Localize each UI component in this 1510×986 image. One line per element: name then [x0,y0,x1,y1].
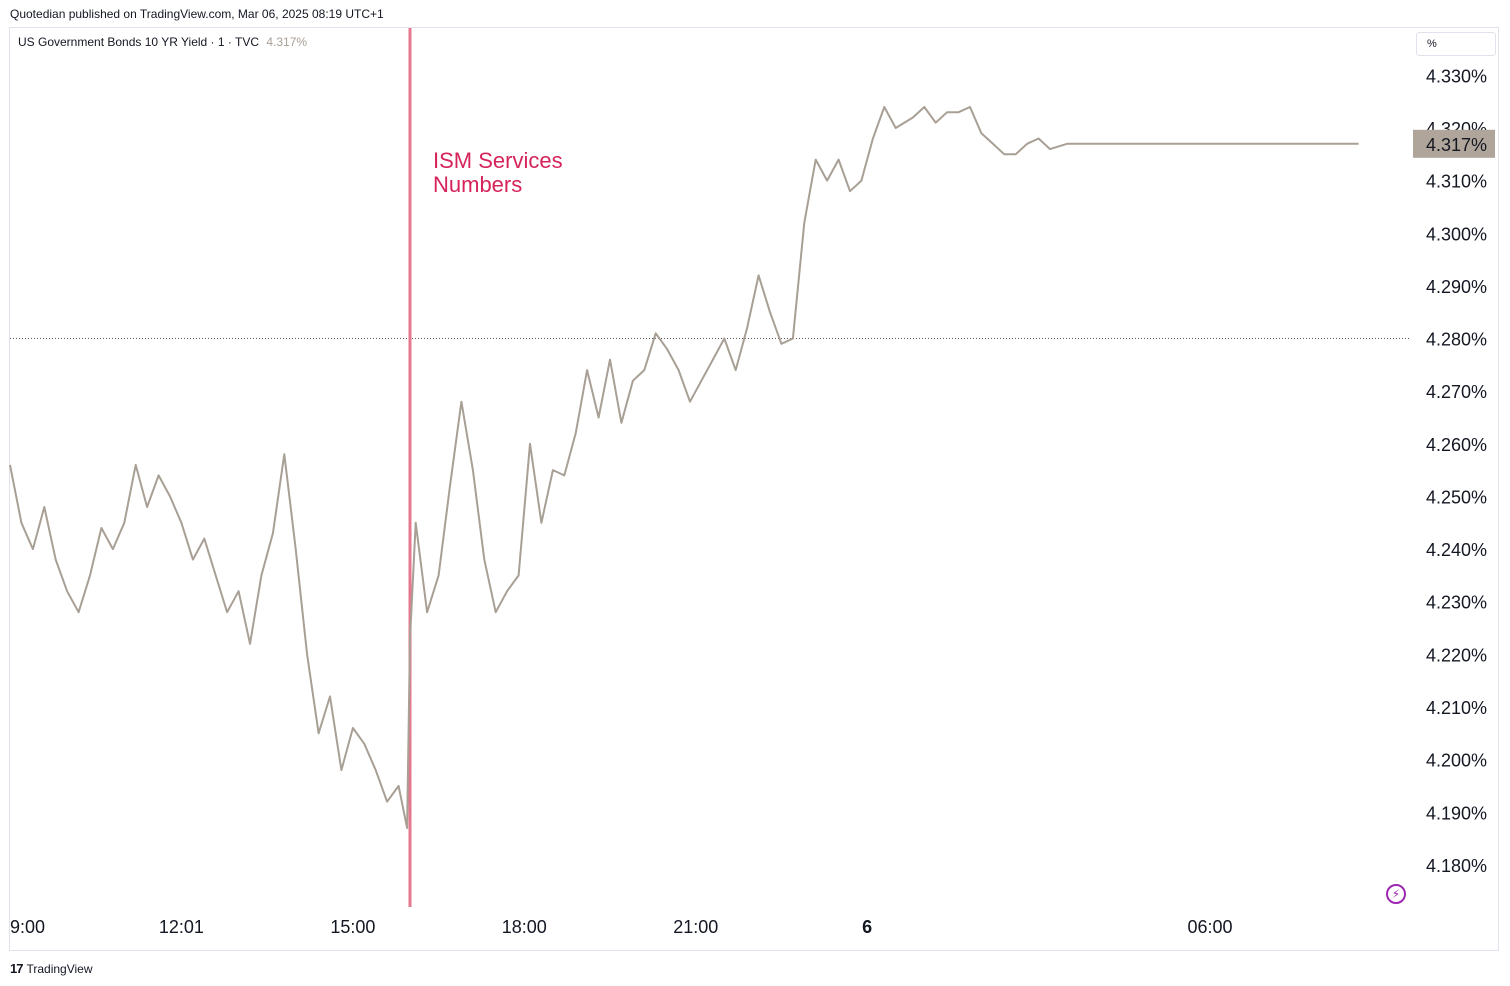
x-tick-label: 18:00 [502,917,547,937]
symbol-name: US Government Bonds 10 YR Yield · 1 · TV… [18,35,260,49]
published-caption: Quotedian published on TradingView.com, … [10,7,384,21]
x-tick-label: 06:00 [1187,917,1232,937]
y-tick-label: 4.220% [1426,645,1487,665]
y-tick-label: 4.230% [1426,593,1487,613]
x-tick-label: 12:01 [159,917,204,937]
flash-icon[interactable]: ⚡ [1386,884,1406,904]
last-price-tag [1413,129,1495,158]
x-tick-label: 6 [862,917,872,937]
y-tick-label: 4.240% [1426,540,1487,560]
annotation-text: Numbers [433,172,522,197]
y-tick-label: 4.330% [1426,66,1487,86]
symbol-legend[interactable]: US Government Bonds 10 YR Yield · 1 · TV… [18,35,307,49]
last-price-label: 4.317% [1426,135,1487,155]
x-tick-label: 15:00 [330,917,375,937]
y-tick-label: 4.300% [1426,224,1487,244]
annotation-text: ISM Services [433,148,563,173]
chart-frame [9,27,1499,951]
unit-selector[interactable]: % [1416,32,1496,56]
brand-name: TradingView [26,961,93,976]
y-tick-label: 4.280% [1426,330,1487,350]
x-tick-label: 21:00 [673,917,718,937]
symbol-last-value: 4.317% [266,35,308,49]
tradingview-logo-icon: 17 [10,961,24,976]
y-tick-label: 4.310% [1426,172,1487,192]
footer-brand[interactable]: 17 TradingView [10,961,93,976]
y-tick-label: 4.210% [1426,698,1487,718]
y-tick-label: 4.190% [1426,803,1487,823]
y-tick-label: 4.250% [1426,487,1487,507]
y-tick-label: 4.290% [1426,277,1487,297]
y-tick-label: 4.270% [1426,382,1487,402]
x-tick-label: 9:00 [10,917,45,937]
series-line [9,106,1359,829]
y-tick-label: 4.200% [1426,751,1487,771]
y-tick-label: 4.260% [1426,435,1487,455]
y-tick-label: 4.180% [1426,856,1487,876]
